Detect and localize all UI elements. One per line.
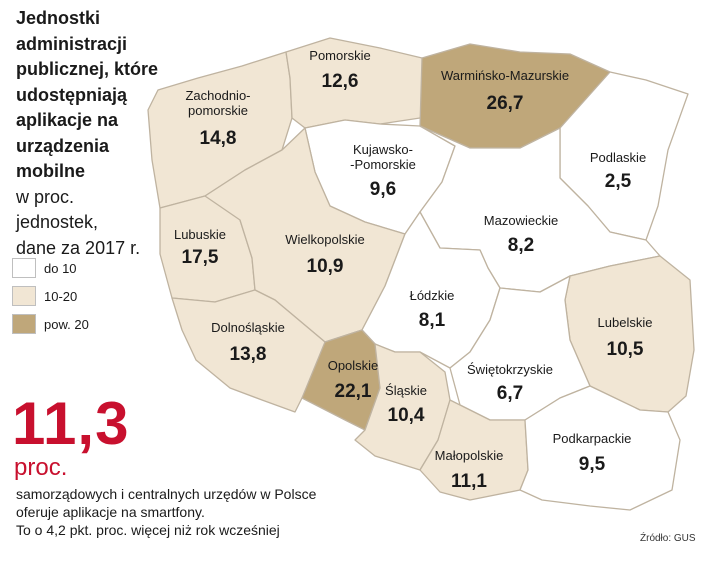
region-name: Wielkopolskie bbox=[285, 232, 364, 247]
legend-item-low: do 10 bbox=[12, 254, 89, 282]
region-name: Podlaskie bbox=[590, 150, 646, 165]
region-value: 17,5 bbox=[182, 247, 219, 268]
region-value: 22,1 bbox=[335, 381, 372, 402]
region-name: Świętokrzyskie bbox=[467, 362, 553, 377]
region-name: Mazowieckie bbox=[484, 213, 558, 228]
region-name: Opolskie bbox=[328, 358, 379, 373]
legend-swatch bbox=[12, 314, 36, 334]
highlight-unit: proc. bbox=[14, 454, 68, 481]
title-line: Jednostki administracji bbox=[16, 8, 128, 54]
legend-label: do 10 bbox=[44, 260, 77, 276]
region-pomorskie bbox=[285, 37, 433, 129]
title-line: udostępniają bbox=[16, 84, 128, 105]
region-value: 8,2 bbox=[508, 235, 534, 256]
title-line: mobilne bbox=[16, 161, 86, 181]
subtitle-line: jednostek, bbox=[16, 212, 99, 232]
caption-line: samorządowych i centralnych urzędów w Po… bbox=[16, 486, 317, 502]
legend-item-mid: 10-20 bbox=[12, 282, 89, 310]
region-name: Śląskie bbox=[385, 383, 427, 398]
region-podkarpackie bbox=[519, 385, 681, 511]
region-value: 9,5 bbox=[579, 454, 606, 475]
region-value: 10,5 bbox=[607, 339, 644, 360]
source-note: Źródło: GUS bbox=[640, 533, 696, 544]
region-value: 8,1 bbox=[419, 310, 446, 331]
subtitle-line: w proc. bbox=[16, 186, 75, 207]
highlight-caption: samorządowych i centralnych urzędów w Po… bbox=[16, 485, 356, 539]
region-value: 26,7 bbox=[487, 93, 524, 114]
region-name: Pomorskie bbox=[309, 48, 370, 63]
region-value: 9,6 bbox=[370, 179, 396, 200]
region-value: 2,5 bbox=[605, 171, 632, 192]
region-value: 10,9 bbox=[307, 256, 344, 277]
highlight-value: 11,3 bbox=[12, 390, 130, 457]
region-name: Łódzkie bbox=[410, 288, 455, 303]
caption-line: To o 4,2 pkt. proc. więcej niż rok wcześ… bbox=[16, 522, 280, 538]
region-value: 12,6 bbox=[322, 71, 359, 92]
region-name: Małopolskie bbox=[435, 448, 504, 463]
region-name: Podkarpackie bbox=[553, 431, 632, 446]
region-value: 6,7 bbox=[497, 383, 523, 404]
title-line: publicznej, które bbox=[16, 59, 159, 79]
legend: do 10 10-20 pow. 20 bbox=[12, 254, 89, 338]
legend-swatch bbox=[12, 258, 36, 278]
region-name: Lubuskie bbox=[174, 227, 226, 242]
region-name: pomorskie bbox=[188, 103, 248, 118]
subtitle-line: dane za 2017 r. bbox=[16, 237, 141, 258]
region-value: 11,1 bbox=[451, 471, 487, 492]
region-name: -Pomorskie bbox=[350, 157, 416, 172]
legend-item-high: pow. 20 bbox=[12, 310, 89, 338]
region-name: Zachodnio- bbox=[185, 88, 250, 103]
title-line: urządzenia bbox=[16, 135, 110, 156]
region-name: Kujawsko- bbox=[353, 142, 413, 157]
legend-swatch bbox=[12, 286, 36, 306]
title-line: aplikacje na bbox=[16, 110, 119, 130]
region-value: 13,8 bbox=[230, 344, 267, 365]
region-value: 14,8 bbox=[200, 128, 237, 149]
legend-label: pow. 20 bbox=[44, 316, 89, 332]
caption-line: oferuje aplikacje na smartfony. bbox=[16, 504, 205, 520]
region-name: Lubelskie bbox=[598, 315, 653, 330]
region-name: Dolnośląskie bbox=[211, 320, 285, 335]
region-value: 10,4 bbox=[388, 405, 425, 426]
region-name: Warmińsko-Mazurskie bbox=[441, 68, 569, 83]
legend-label: 10-20 bbox=[44, 288, 78, 304]
map-title: Jednostki administracji publicznej, któr… bbox=[16, 6, 216, 261]
